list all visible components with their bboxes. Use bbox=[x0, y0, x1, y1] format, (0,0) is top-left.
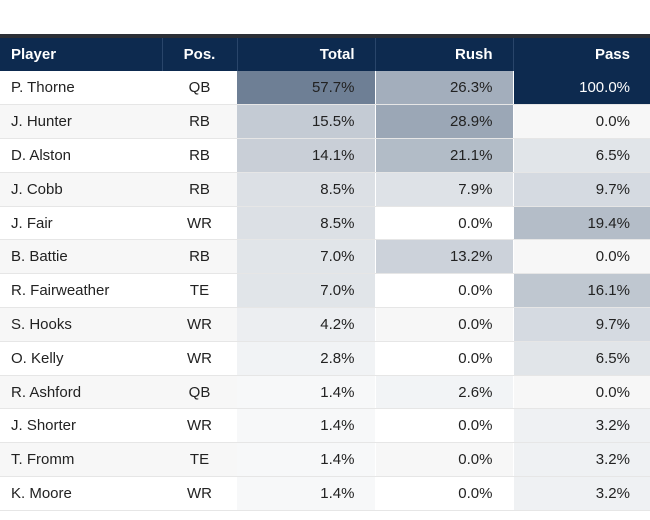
cell-rush: 2.6% bbox=[375, 375, 514, 410]
cell-position: RB bbox=[162, 172, 237, 207]
cell-position: WR bbox=[162, 476, 237, 511]
cell-position: TE bbox=[162, 442, 237, 478]
cell-player: D. Alston bbox=[0, 138, 162, 173]
cell-position: QB bbox=[162, 71, 237, 106]
cell-position: RB bbox=[162, 104, 237, 140]
cell-total: 1.4% bbox=[237, 408, 376, 444]
cell-pass: 3.2% bbox=[513, 442, 650, 478]
cell-rush: 0.0% bbox=[375, 206, 514, 241]
cell-total: 14.1% bbox=[237, 138, 376, 173]
cell-pass: 0.0% bbox=[513, 104, 650, 140]
table-row: K. Moore WR 1.4% 0.0% 3.2% bbox=[0, 476, 650, 511]
cell-player: R. Ashford bbox=[0, 375, 162, 410]
table-row: J. Fair WR 8.5% 0.0% 19.4% bbox=[0, 206, 650, 241]
table-row: J. Hunter RB 15.5% 28.9% 0.0% bbox=[0, 104, 650, 140]
cell-pass: 16.1% bbox=[513, 273, 650, 309]
cell-position: WR bbox=[162, 341, 237, 376]
cell-pass: 3.2% bbox=[513, 476, 650, 511]
table-row: B. Battie RB 7.0% 13.2% 0.0% bbox=[0, 239, 650, 275]
column-header-position[interactable]: Pos. bbox=[162, 38, 238, 71]
cell-pass: 9.7% bbox=[513, 307, 650, 342]
cell-total: 15.5% bbox=[237, 104, 376, 140]
cell-player: K. Moore bbox=[0, 476, 162, 511]
cell-player: R. Fairweather bbox=[0, 273, 162, 309]
cell-position: WR bbox=[162, 408, 237, 444]
table-header-row: Player Pos. Total Rush Pass bbox=[0, 38, 650, 71]
cell-position: RB bbox=[162, 138, 237, 173]
table-row: J. Shorter WR 1.4% 0.0% 3.2% bbox=[0, 408, 650, 444]
cell-player: B. Battie bbox=[0, 239, 162, 275]
cell-pass: 9.7% bbox=[513, 172, 650, 207]
table-row: T. Fromm TE 1.4% 0.0% 3.2% bbox=[0, 442, 650, 478]
cell-total: 7.0% bbox=[237, 273, 376, 309]
cell-position: WR bbox=[162, 206, 237, 241]
column-header-player[interactable]: Player bbox=[0, 38, 163, 71]
cell-rush: 28.9% bbox=[375, 104, 514, 140]
cell-rush: 0.0% bbox=[375, 307, 514, 342]
table-row: R. Ashford QB 1.4% 2.6% 0.0% bbox=[0, 375, 650, 410]
cell-total: 4.2% bbox=[237, 307, 376, 342]
cell-total: 57.7% bbox=[237, 71, 376, 106]
cell-pass: 19.4% bbox=[513, 206, 650, 241]
cell-total: 1.4% bbox=[237, 442, 376, 478]
column-header-rush[interactable]: Rush bbox=[375, 38, 514, 71]
cell-total: 8.5% bbox=[237, 172, 376, 207]
cell-total: 8.5% bbox=[237, 206, 376, 241]
table-row: S. Hooks WR 4.2% 0.0% 9.7% bbox=[0, 307, 650, 342]
cell-pass: 0.0% bbox=[513, 239, 650, 275]
cell-total: 1.4% bbox=[237, 476, 376, 511]
usage-table: Player Pos. Total Rush Pass P. Thorne QB 5… bbox=[0, 38, 650, 511]
cell-player: O. Kelly bbox=[0, 341, 162, 376]
cell-rush: 21.1% bbox=[375, 138, 514, 173]
table-row: J. Cobb RB 8.5% 7.9% 9.7% bbox=[0, 172, 650, 207]
header-rule bbox=[0, 34, 650, 38]
cell-position: WR bbox=[162, 307, 237, 342]
cell-total: 1.4% bbox=[237, 375, 376, 410]
cell-position: RB bbox=[162, 239, 237, 275]
cell-rush: 26.3% bbox=[375, 71, 514, 106]
column-header-pass[interactable]: Pass bbox=[513, 38, 650, 71]
cell-player: J. Fair bbox=[0, 206, 162, 241]
cell-player: T. Fromm bbox=[0, 442, 162, 478]
cell-position: TE bbox=[162, 273, 237, 309]
table-row: P. Thorne QB 57.7% 26.3% 100.0% bbox=[0, 71, 650, 106]
cell-player: J. Shorter bbox=[0, 408, 162, 444]
table-row: D. Alston RB 14.1% 21.1% 6.5% bbox=[0, 138, 650, 173]
cell-pass: 0.0% bbox=[513, 375, 650, 410]
cell-player: J. Cobb bbox=[0, 172, 162, 207]
column-header-total[interactable]: Total bbox=[237, 38, 376, 71]
table-row: R. Fairweather TE 7.0% 0.0% 16.1% bbox=[0, 273, 650, 309]
cell-rush: 0.0% bbox=[375, 476, 514, 511]
cell-rush: 13.2% bbox=[375, 239, 514, 275]
cell-pass: 100.0% bbox=[513, 71, 650, 106]
cell-position: QB bbox=[162, 375, 237, 410]
cell-pass: 6.5% bbox=[513, 138, 650, 173]
cell-player: J. Hunter bbox=[0, 104, 162, 140]
cell-pass: 3.2% bbox=[513, 408, 650, 444]
cell-rush: 0.0% bbox=[375, 442, 514, 478]
table-body: P. Thorne QB 57.7% 26.3% 100.0% J. Hunter RB 15… bbox=[0, 71, 650, 511]
cell-player: S. Hooks bbox=[0, 307, 162, 342]
table-row: O. Kelly WR 2.8% 0.0% 6.5% bbox=[0, 341, 650, 376]
cell-rush: 0.0% bbox=[375, 273, 514, 309]
cell-player: P. Thorne bbox=[0, 71, 162, 106]
cell-rush: 0.0% bbox=[375, 408, 514, 444]
cell-rush: 0.0% bbox=[375, 341, 514, 376]
cell-total: 2.8% bbox=[237, 341, 376, 376]
cell-total: 7.0% bbox=[237, 239, 376, 275]
cell-rush: 7.9% bbox=[375, 172, 514, 207]
cell-pass: 6.5% bbox=[513, 341, 650, 376]
top-whitespace bbox=[0, 0, 650, 34]
